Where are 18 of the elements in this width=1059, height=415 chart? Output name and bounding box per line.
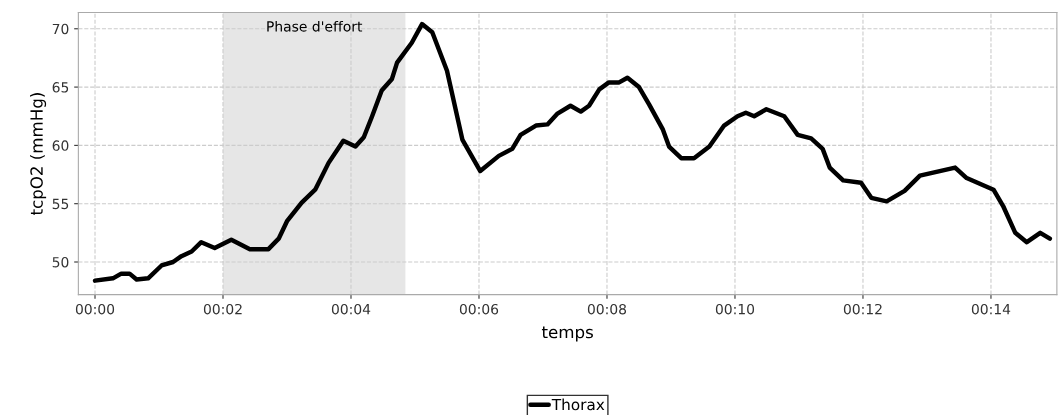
x-tick-label: 00:12 [843,303,882,315]
y-tick-label: 60 [52,140,69,151]
x-tick-label: 00:04 [331,303,371,315]
y-axis-title: tcpO2 (mmHg) [30,93,47,216]
x-tick-label: 00:08 [587,303,627,315]
line-series [92,21,1053,283]
x-tick-label: 00:10 [715,303,755,315]
y-tick-label: 65 [52,82,69,93]
band-label: Phase d'effort [267,20,363,32]
x-tick-label: 00:14 [971,303,1011,315]
y-tick-label: 50 [52,256,69,268]
y-tick-label: 70 [52,23,69,35]
x-tick-label: 00:00 [75,303,115,315]
x-tick-label: 00:06 [459,303,499,315]
legend-label: Thorax [551,398,605,411]
x-tick-label: 00:02 [203,303,242,315]
y-tick-label: 55 [52,198,69,210]
x-axis-title: temps [541,326,593,342]
